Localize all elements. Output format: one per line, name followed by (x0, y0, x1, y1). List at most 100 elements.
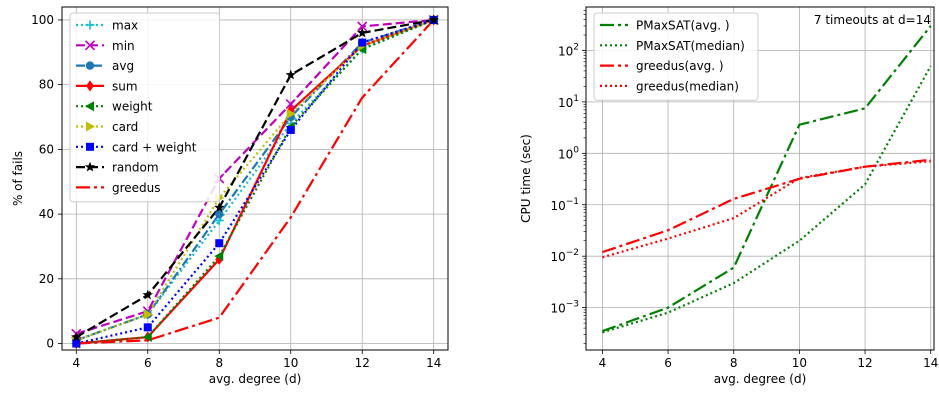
legend-label-9: greedus (112, 181, 161, 195)
x-tick-label: 14 (923, 356, 938, 370)
series-line-1-9 (76, 19, 435, 345)
data-point-1-8-2 (142, 289, 154, 300)
y-axis-label: CPU time (sec) (519, 134, 533, 223)
data-point-1-2-5 (357, 21, 368, 32)
y-axis-label: % of fails (11, 151, 25, 206)
y-tick-label: 10−1 (550, 197, 579, 213)
annotation-text: 7 timeouts at d=14 (814, 13, 931, 27)
data-point-1-7-5 (358, 38, 367, 47)
data-point-1-8-6 (428, 14, 439, 25)
data-point-1-8-4 (285, 69, 296, 80)
legend-label-4: greedus(median) (636, 79, 739, 93)
series-line-2-3 (602, 158, 931, 254)
series-line-2-2 (602, 65, 932, 334)
y-tick-label: 80 (39, 78, 54, 92)
data-point-1-7-4 (286, 125, 295, 134)
x-axis-label: avg. degree (d) (714, 372, 807, 386)
series-line-1-2 (75, 18, 434, 335)
y-tick-label: 100 (31, 13, 54, 27)
legend-label-6: card (112, 120, 138, 134)
legend-marker-5 (85, 101, 94, 112)
y-tick-label: 102 (558, 42, 579, 58)
y-tick-label-base: 10 (550, 302, 565, 316)
y-tick-label: 0 (46, 337, 54, 351)
series-line-1-5 (76, 18, 435, 345)
x-tick-label: 10 (283, 356, 298, 370)
legend-marker-8 (84, 161, 96, 172)
legend-marker-6 (86, 121, 95, 132)
data-point-1-7-3 (215, 239, 224, 248)
data-point-1-8-1 (71, 331, 82, 342)
y-tick-label-exponent: −2 (566, 248, 579, 258)
data-point-1-6-4 (286, 108, 296, 119)
y-tick-label: 101 (558, 94, 579, 110)
legend-marker-4 (86, 80, 94, 92)
x-tick-label: 8 (730, 356, 738, 370)
legend-box (593, 12, 759, 101)
y-tick-label-base: 10 (558, 96, 573, 110)
legend-label-1: max (112, 19, 138, 33)
series-line-1-7 (76, 18, 435, 345)
y-tick-label-exponent: −3 (566, 300, 579, 310)
series-line-1-8 (75, 18, 434, 339)
data-point-1-7-1 (72, 339, 81, 348)
legend-label-3: avg (112, 59, 134, 73)
y-tick-label: 40 (39, 207, 54, 221)
series-line-2-4 (602, 160, 931, 259)
legend-label-1: PMaxSAT(avg. ) (636, 19, 730, 33)
legend-marker-7 (86, 142, 94, 151)
x-tick-label: 8 (215, 356, 223, 370)
y-tick-label-base: 10 (558, 44, 573, 58)
data-point-1-8-5 (356, 27, 368, 38)
series-line-1-3 (75, 18, 435, 342)
x-axis-label: avg. degree (d) (209, 372, 302, 386)
y-tick-label: 100 (558, 145, 579, 161)
legend-label-4: sum (112, 79, 138, 93)
legend-label-8: random (112, 161, 159, 175)
legend-label-7: card + weight (112, 140, 197, 154)
data-point-1-6-2 (143, 309, 153, 320)
data-point-1-7-2 (143, 323, 152, 332)
y-tick-label: 10−2 (550, 248, 579, 264)
y-tick-label-exponent: 0 (573, 145, 579, 155)
y-tick-label: 60 (39, 142, 54, 156)
data-point-1-3-3 (215, 209, 224, 219)
x-tick-label: 4 (72, 356, 80, 370)
y-tick-label-exponent: −1 (566, 197, 579, 207)
x-tick-label: 4 (599, 356, 607, 370)
legend: PMaxSAT(avg. ) PMaxSAT(median) greedus(avg… (593, 12, 759, 101)
legend-label-3: greedus(avg. ) (636, 59, 724, 73)
legend-marker-3 (85, 61, 95, 70)
legend-label-2: min (112, 39, 135, 53)
x-tick-label: 6 (144, 356, 152, 370)
x-tick-label: 10 (792, 356, 807, 370)
x-tick-label: 6 (664, 356, 672, 370)
data-point-1-5-3 (214, 251, 224, 262)
y-tick-label-exponent: 1 (573, 94, 579, 104)
x-tick-label: 12 (857, 356, 872, 370)
data-point-1-2-4 (285, 99, 296, 110)
series-line-2-1 (602, 25, 932, 333)
x-tick-label: 14 (426, 356, 441, 370)
chart-1: 4 6 8 10 12 14 0 20 40 60 80 100 avg. degree (d) % of… (11, 6, 449, 386)
plot-frame (61, 6, 449, 351)
y-tick-label: 10−3 (550, 300, 579, 316)
y-tick-label-base: 10 (550, 199, 565, 213)
y-tick-label-exponent: 2 (573, 42, 579, 52)
x-tick-label: 12 (355, 356, 370, 370)
legend: max min avg sum weight card card + weight rando… (69, 12, 221, 203)
legend-label-2: PMaxSAT(median) (636, 39, 745, 53)
plot-frame (585, 6, 935, 351)
legend-box (69, 12, 221, 203)
y-tick-label-base: 10 (550, 250, 565, 264)
legend-marker-2 (84, 40, 96, 51)
data-point-1-8-3 (214, 202, 225, 213)
series-line-1-4 (76, 18, 435, 345)
legend-label-5: weight (112, 100, 153, 114)
y-tick-label: 20 (39, 272, 54, 286)
data-point-1-5-2 (142, 332, 152, 343)
y-tick-label-base: 10 (558, 147, 573, 161)
legend-marker-1 (85, 20, 95, 30)
